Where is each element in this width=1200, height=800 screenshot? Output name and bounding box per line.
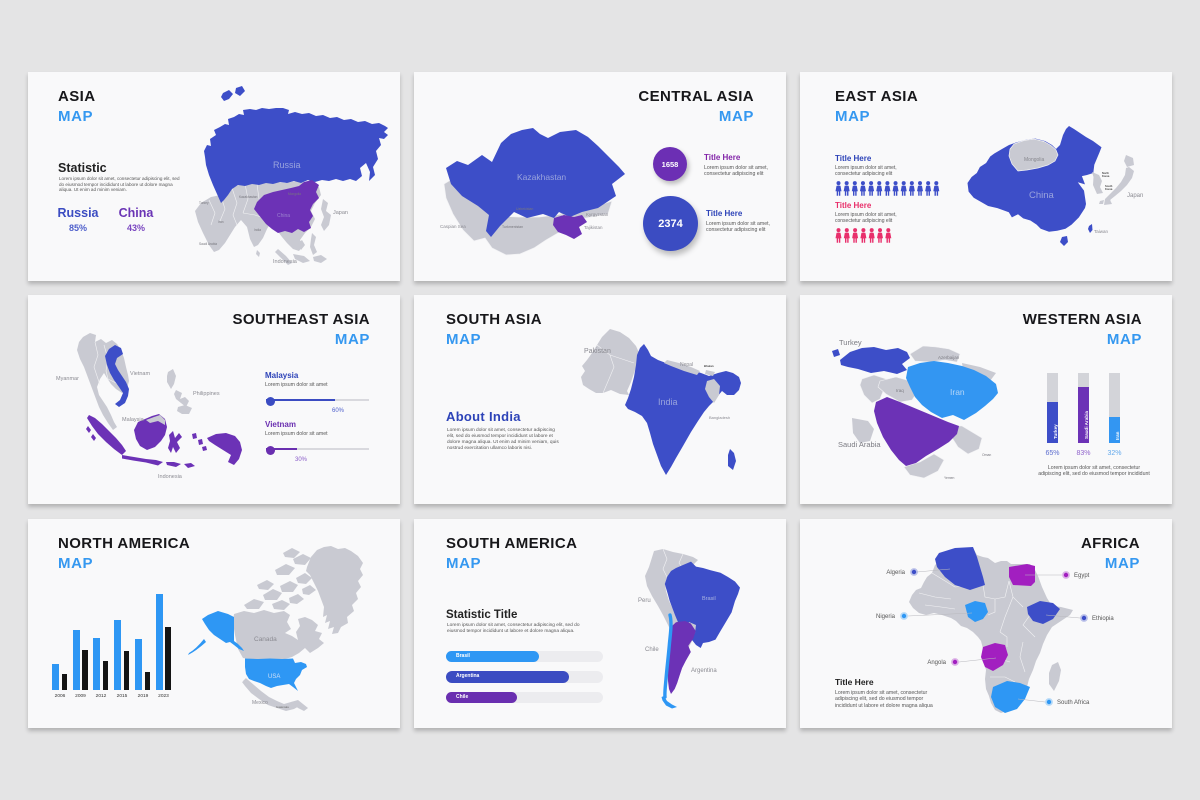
svg-text:Kazakhastan: Kazakhastan [517, 172, 566, 182]
svg-text:Pakistan: Pakistan [584, 348, 611, 355]
svg-text:Korea: Korea [1102, 174, 1110, 178]
svg-text:Saudi Arabia: Saudi Arabia [199, 242, 217, 246]
svg-text:Bhutan: Bhutan [704, 364, 714, 368]
svg-text:Angola: Angola [927, 660, 946, 666]
svg-text:Turkey: Turkey [199, 201, 209, 205]
svg-text:South Africa: South Africa [1057, 700, 1090, 706]
svg-text:Ethiopia: Ethiopia [1092, 616, 1114, 622]
svg-text:Nigeria: Nigeria [876, 614, 896, 620]
svg-text:Malaysia: Malaysia [122, 417, 145, 423]
svg-text:Iran: Iran [218, 220, 224, 224]
svg-text:Nepal: Nepal [680, 362, 693, 368]
svg-text:Caspian Sea: Caspian Sea [440, 224, 466, 229]
svg-text:Japan: Japan [333, 210, 348, 216]
svg-text:Algeria: Algeria [886, 570, 905, 576]
svg-text:Chile: Chile [645, 647, 659, 653]
svg-text:USA: USA [268, 674, 280, 680]
svg-text:Yemen: Yemen [944, 476, 955, 480]
svg-text:Turkey: Turkey [839, 338, 862, 347]
svg-text:Azerbaijan: Azerbaijan [938, 355, 960, 360]
svg-text:Argentina: Argentina [691, 668, 717, 674]
svg-text:Taiwan: Taiwan [1094, 229, 1109, 234]
svg-text:Philippines: Philippines [193, 391, 220, 397]
svg-text:South: South [1105, 184, 1113, 188]
svg-text:Vietnam: Vietnam [130, 371, 150, 377]
svg-text:Kyrgyzstan: Kyrgyzstan [586, 212, 609, 217]
svg-text:Korea: Korea [1105, 187, 1113, 191]
svg-text:Myanmar: Myanmar [56, 376, 79, 382]
svg-text:Turkmenistan: Turkmenistan [502, 225, 523, 229]
svg-text:Japan: Japan [1127, 193, 1143, 199]
svg-text:Iran: Iran [950, 387, 965, 397]
svg-text:Mexico: Mexico [252, 700, 268, 706]
svg-text:Russia: Russia [273, 160, 301, 170]
svg-text:Iraq: Iraq [896, 388, 904, 393]
svg-text:Tajikistan: Tajikistan [584, 225, 603, 230]
svg-text:Mongolia: Mongolia [288, 192, 301, 196]
svg-text:Mongolia: Mongolia [1024, 157, 1045, 163]
svg-text:Bangladesh: Bangladesh [709, 415, 730, 420]
svg-text:Kazakhastan: Kazakhastan [239, 195, 258, 199]
svg-text:Egypt: Egypt [1074, 573, 1090, 579]
svg-text:China: China [1029, 190, 1055, 201]
svg-text:India: India [254, 228, 261, 232]
svg-text:Brasil: Brasil [702, 596, 716, 602]
svg-text:Saudi Arabia: Saudi Arabia [838, 440, 881, 449]
svg-text:Indonesia: Indonesia [158, 474, 183, 480]
svg-text:Canada: Canada [254, 636, 277, 643]
svg-text:India: India [658, 397, 678, 407]
svg-text:North: North [1102, 171, 1109, 175]
svg-text:China: China [277, 213, 290, 219]
svg-text:Indonesia: Indonesia [273, 259, 298, 265]
svg-text:Guatemala: Guatemala [276, 705, 289, 709]
svg-text:Peru: Peru [638, 598, 651, 604]
svg-text:Uzbekistan: Uzbekistan [516, 207, 533, 211]
svg-text:Oman: Oman [982, 453, 991, 457]
